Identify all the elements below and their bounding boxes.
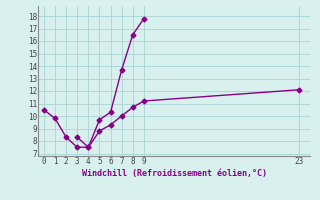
X-axis label: Windchill (Refroidissement éolien,°C): Windchill (Refroidissement éolien,°C) (82, 169, 267, 178)
